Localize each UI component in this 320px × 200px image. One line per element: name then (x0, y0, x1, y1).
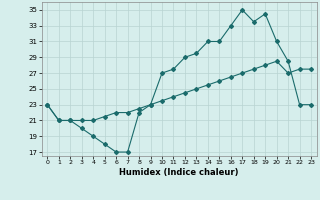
X-axis label: Humidex (Indice chaleur): Humidex (Indice chaleur) (119, 168, 239, 177)
